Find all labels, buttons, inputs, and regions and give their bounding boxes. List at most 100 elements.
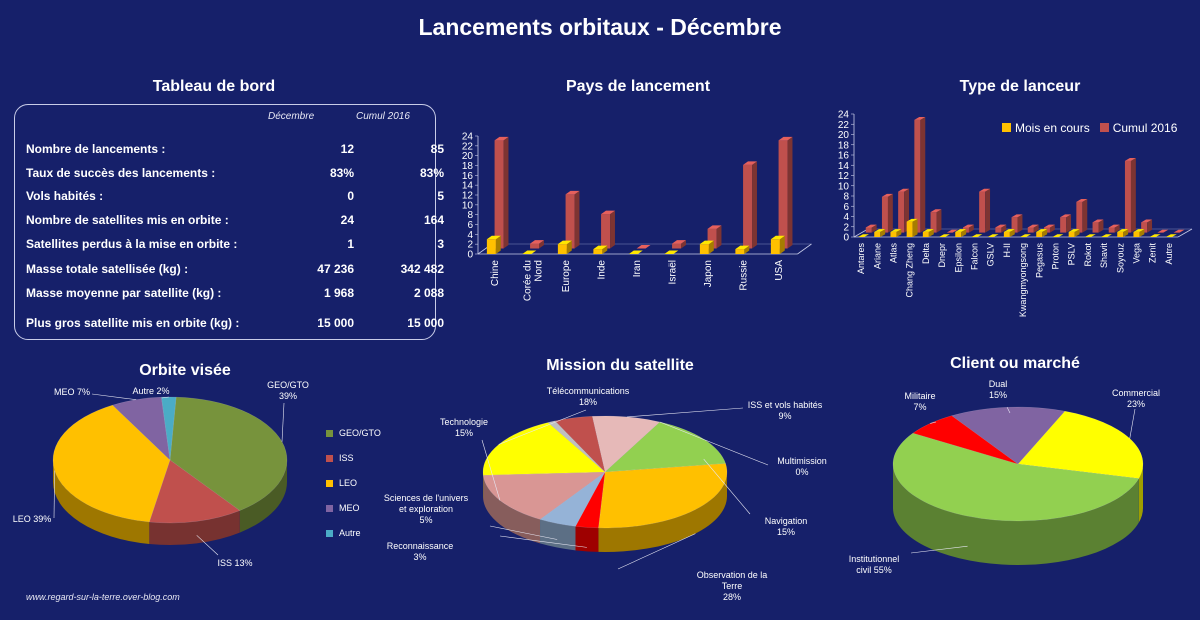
bar-mois-japon	[699, 240, 714, 254]
x-tick-label: Antares	[856, 243, 866, 275]
pays-chart-title: Pays de lancement	[565, 78, 711, 95]
y-tick-label: 10	[462, 200, 474, 211]
pie-side-iss	[149, 510, 240, 545]
legend-swatch	[326, 429, 333, 437]
dashboard-box	[14, 104, 436, 340]
leader-line	[930, 421, 937, 424]
bar-cumul-europe	[565, 190, 580, 249]
x-tick-label: Autre	[1164, 243, 1174, 265]
pie-label-t-l-communications: Télécommunications 18%	[498, 386, 630, 445]
x-tick-label: Ariane	[872, 243, 882, 269]
y-tick-label: 20	[838, 130, 850, 141]
pie-group: GEO/GTO 39% ISS 13% LEO 39% MEO 7% Autre 2%	[13, 380, 309, 568]
bar-cumul-ariane	[881, 193, 893, 233]
pie-label-autre: Autre 2%	[132, 386, 170, 399]
y-tick-label: 24	[838, 110, 850, 121]
pie-slice-militaire	[912, 415, 1019, 465]
pie-label-reconnaissance: Reconnaissance 3%	[387, 535, 587, 562]
bar-mois-soyouz	[1117, 229, 1129, 237]
floor-side-line	[1177, 228, 1193, 238]
legend-entry-cumul: Cumul 2016	[1099, 121, 1177, 135]
y-tick-label: 14	[838, 161, 850, 172]
dashboard-row-label: Vols habités :	[26, 189, 104, 203]
bar-cumul-pslv	[1076, 199, 1088, 233]
bar-mois-autre	[1165, 234, 1177, 238]
pie-slice-sciences-de-l-univers-et-exploration	[539, 471, 606, 527]
leader-line	[91, 393, 137, 400]
leader-line	[910, 545, 968, 554]
leader-line	[703, 458, 751, 515]
x-tick-label: Kwangmyongsong	[1018, 243, 1028, 317]
page-title: Lancements orbitaux - Décembre	[418, 14, 782, 40]
bar-mois-rokot	[1084, 234, 1096, 238]
y-tick-label: 12	[838, 171, 850, 182]
y-tick-label: 6	[467, 220, 473, 231]
pie-side-commercial	[1138, 464, 1143, 523]
x-tick-label: Chine	[490, 260, 501, 287]
dashboard-row-label: Plus gros satellite mis en orbite (kg) :	[26, 316, 240, 330]
x-tick-label: Pegasus	[1034, 243, 1044, 279]
pie-label-leo: LEO 39%	[13, 470, 55, 524]
bar-mois-proton	[1052, 234, 1064, 238]
pie-label-text: GEO/GTO 39%	[267, 380, 309, 401]
leader-line	[196, 535, 219, 556]
pie-label-text: Observation de la Terre 28%	[697, 570, 768, 602]
pie-label-institutionnel-civil: Institutionnel civil 55%	[849, 545, 968, 575]
bar-mois-kwangmyongsong	[1020, 234, 1031, 238]
x-tick-label: USA	[774, 260, 785, 281]
y-tick-label: 4	[467, 230, 473, 241]
dashboard-row-label: Taux de succès des lancements :	[26, 166, 216, 180]
legend-label-mois: Mois en cours	[1015, 121, 1090, 135]
y-tick-label: 24	[462, 132, 474, 143]
bar-mois-dnepr	[939, 234, 950, 238]
bar-cumul-h-ii	[1011, 214, 1023, 233]
leader-line	[489, 525, 558, 540]
pie-label-geo-gto: GEO/GTO 39%	[267, 380, 309, 442]
dashboard-row-cumul-value: 83%	[419, 166, 444, 180]
pie-slice-multimission-sliver	[554, 416, 606, 473]
pie-label-sciences-de-l-univers-et-exploration: Sciences de l'univers et exploration 5%	[384, 493, 558, 540]
bar-cumul-soyouz	[1124, 158, 1136, 233]
x-tick-label: Atlas	[889, 243, 899, 264]
legend-entry-mois: Mois en cours	[1002, 121, 1090, 135]
footer-url: www.regard-sur-la-terre.over-blog.com	[26, 592, 180, 602]
x-tick-label: Corée duNord	[522, 260, 544, 301]
pie-label-commercial: Commercial 23%	[1112, 388, 1160, 439]
dashboard-row-label: Masse moyenne par satellite (kg) :	[26, 286, 222, 300]
dashboard-row-cumul-value: 85	[430, 142, 444, 156]
leader-line	[1006, 407, 1011, 414]
y-tick-label: 2	[467, 240, 473, 251]
y-tick-label: 12	[462, 191, 474, 202]
dashboard-col1-header: Décembre	[268, 111, 315, 122]
dashboard-row-cumul-value: 164	[423, 213, 444, 227]
legend-label: LEO	[339, 478, 358, 488]
mission-pie-chart: ISS et vols habités 9% Multimission 0% Navig…	[384, 386, 827, 602]
y-tick-label: 8	[467, 210, 473, 221]
bar-cumul-delta	[930, 209, 942, 233]
floor-side-line	[797, 243, 812, 255]
legend-swatch-cumul	[1099, 123, 1109, 132]
dashboard-row-cumul-value: 15 000	[407, 316, 444, 330]
pie-slice-leo	[52, 404, 171, 523]
x-tick-label: Japon	[703, 260, 714, 287]
x-tick-label: Iran	[632, 260, 643, 277]
orbite-pie-chart: GEO/GTO 39% ISS 13% LEO 39% MEO 7% Autre 2%	[13, 380, 309, 568]
bar-cumul-antares	[865, 224, 877, 233]
y-tick-label: 0	[467, 250, 473, 261]
pie-label-text: Autre 2%	[132, 386, 169, 396]
bar-mois-chine	[486, 235, 501, 254]
x-tick-label: Russie	[738, 260, 749, 291]
x-tick-label: Delta	[921, 243, 931, 264]
x-tick-label: PSLV	[1067, 243, 1077, 265]
x-tick-label: Vega	[1132, 243, 1142, 264]
legend-swatch-mois	[1002, 123, 1011, 132]
pie-label-text: Institutionnel civil 55%	[849, 554, 900, 575]
dashboard-row-label: Nombre de lancements :	[26, 142, 166, 156]
dashboard-row-cumul-value: 342 482	[400, 262, 444, 276]
pie-label-text: Multimission 0%	[777, 456, 827, 477]
dashboard-row-cumul-value: 3	[437, 237, 444, 251]
client-chart-title: Client ou marché	[950, 355, 1080, 372]
pie-label-navigation: Navigation 15%	[703, 458, 807, 537]
leader-line	[1129, 408, 1136, 439]
